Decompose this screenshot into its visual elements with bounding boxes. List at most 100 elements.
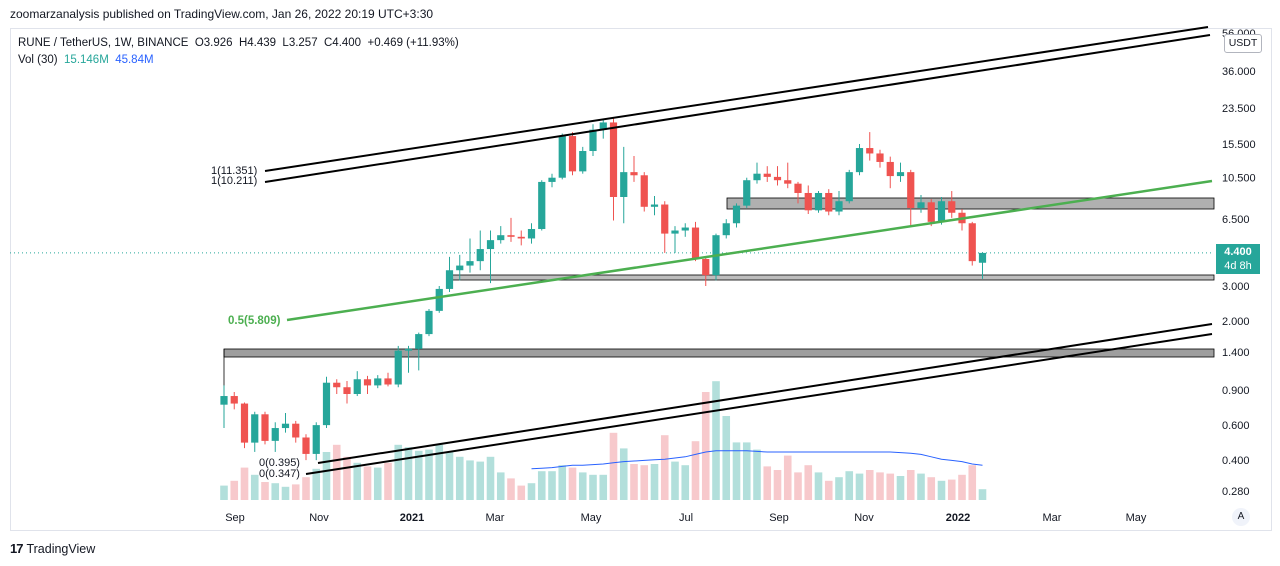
volume-bar [701, 392, 710, 500]
volume-bar [568, 467, 577, 500]
volume-bar [783, 455, 792, 500]
volume-bar [906, 470, 915, 500]
y-tick-label: 1.400 [1222, 347, 1250, 359]
x-tick-label: Mar [1043, 512, 1062, 524]
y-tick-label: 0.600 [1222, 420, 1250, 432]
x-tick-label: Mar [486, 512, 505, 524]
x-tick-label: 2022 [946, 512, 970, 524]
volume-bar [937, 480, 946, 500]
legend-symbol[interactable]: RUNE / TetherUS, 1W, BINANCE [18, 37, 189, 49]
volume-bar [876, 472, 884, 500]
candle-body [312, 425, 320, 454]
legend-high: H4.439 [238, 37, 277, 49]
candle-body [548, 177, 556, 182]
candle-body [866, 148, 874, 154]
candle-body [456, 265, 464, 271]
candle-body [917, 202, 925, 208]
volume-bar [640, 465, 649, 500]
candle-body [558, 136, 566, 178]
volume-bar [353, 462, 362, 500]
candle-body [466, 261, 474, 266]
volume-bar [650, 464, 659, 500]
volume-bar [630, 464, 638, 500]
volume-bar [927, 477, 936, 500]
volume-bar [322, 452, 331, 500]
candle-body [948, 201, 956, 213]
candle-body [394, 350, 402, 385]
y-tick-label: 0.280 [1222, 486, 1250, 498]
x-tick-label: Jul [679, 512, 693, 524]
candle-body [261, 414, 269, 441]
chart-frame [10, 28, 1272, 531]
candle-body [517, 236, 525, 239]
volume-ma-line [531, 450, 983, 470]
volume-bar [855, 473, 864, 500]
volume-bar [599, 474, 608, 500]
chart-legend: RUNE / TetherUS, 1W, BINANCE O3.926 H4.4… [18, 35, 459, 69]
volume-bar [763, 466, 772, 500]
legend-vol-ma: 45.84M [115, 54, 154, 66]
candle-body [333, 382, 341, 388]
candle-body [702, 258, 710, 276]
y-tick-label: 15.500 [1222, 139, 1256, 151]
volume-bar [896, 476, 905, 500]
auto-scale-button[interactable]: A [1232, 508, 1250, 526]
volume-bar [537, 471, 546, 500]
candle-body [302, 437, 310, 454]
x-tick-label: 2021 [400, 512, 424, 524]
volume-bar [455, 456, 464, 500]
candle-body [486, 240, 495, 250]
volume-bar [753, 449, 761, 500]
candle-body [968, 223, 976, 262]
candle-body [927, 202, 935, 222]
fib-label-top-2: 1(10.211) [211, 175, 257, 187]
candle-body [681, 227, 689, 231]
volume-bar [865, 470, 874, 500]
volume-bar [250, 474, 259, 500]
candle-body [374, 378, 382, 386]
candle-body [732, 205, 741, 224]
candle-body [855, 148, 864, 173]
volume-bar [917, 473, 925, 500]
volume-bar [291, 484, 300, 500]
volume-bar [589, 474, 597, 500]
legend-close: C4.400 [324, 37, 362, 49]
volume-bar [363, 466, 372, 500]
channel-upper-line-1 [264, 26, 1209, 172]
candle-body [353, 379, 361, 395]
volume-bar [681, 465, 690, 500]
volume-bar [343, 456, 351, 500]
candle-body [281, 423, 290, 429]
volume-bar [445, 452, 454, 500]
candle-body [363, 379, 372, 386]
volume-bar [240, 467, 249, 500]
y-tick-label: 0.400 [1222, 455, 1250, 467]
y-tick-label: 36.000 [1222, 66, 1256, 78]
candle-body [650, 204, 659, 207]
volume-bar [886, 473, 895, 500]
candle-body [271, 428, 279, 441]
volume-bar [302, 477, 310, 500]
volume-bar [507, 478, 515, 500]
candle-body [784, 180, 792, 184]
legend-vol-label[interactable]: Vol (30) [18, 54, 58, 66]
legend-vol-value: 15.146M [64, 54, 109, 66]
candle-body [722, 223, 730, 236]
channel-upper-line-2 [264, 34, 1211, 183]
footer-brand[interactable]: 17 TradingView [10, 541, 95, 556]
currency-button[interactable]: USDT [1224, 34, 1262, 53]
candle-body [978, 252, 987, 263]
candle-body [425, 310, 433, 335]
candle-body [835, 201, 843, 212]
candle-body [804, 192, 812, 211]
tradingview-logo-icon: 17 [10, 541, 24, 556]
volume-bar [824, 480, 833, 500]
volume-bar [978, 489, 987, 500]
volume-bar [281, 486, 290, 500]
volume-bar [814, 472, 823, 500]
x-tick-label: Nov [309, 512, 329, 524]
candle-body [630, 172, 638, 176]
volume-bar [773, 470, 782, 500]
volume-bar [968, 465, 977, 500]
